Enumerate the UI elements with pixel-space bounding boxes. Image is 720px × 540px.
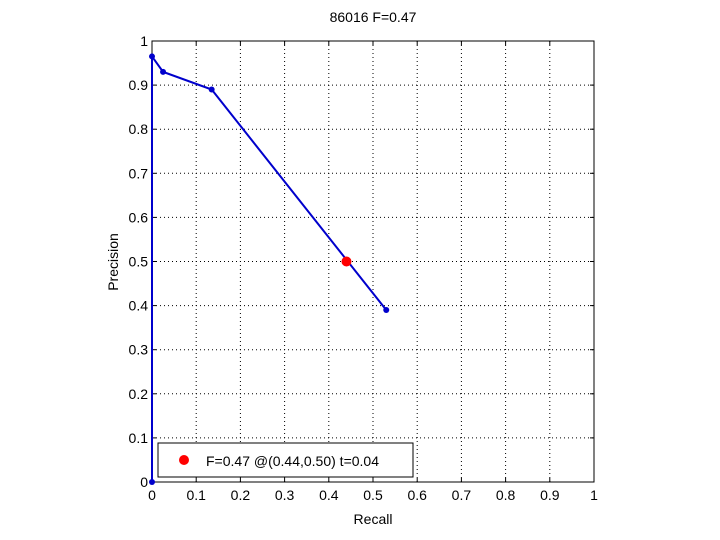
- x-tick-label: 0.8: [496, 487, 516, 503]
- axis-ticks: 0 0.1 0.2 0.3 0.4 0.5 0.6 0.7 0.8 0.9 1 0 0.1 0.2 0.3 0…: [129, 33, 599, 503]
- legend-marker: [179, 455, 189, 465]
- y-tick-label: 0.5: [129, 254, 149, 270]
- chart-title: 86016 F=0.47: [330, 9, 417, 25]
- y-tick-label: 0.1: [129, 430, 149, 446]
- best-point-group: [341, 256, 352, 267]
- series-group: [149, 53, 390, 485]
- x-tick-label: 0.7: [452, 487, 472, 503]
- x-tick-label: 0.4: [319, 487, 339, 503]
- data-point: [149, 479, 155, 485]
- data-point: [383, 307, 390, 314]
- y-tick-label: 1: [140, 33, 148, 49]
- x-tick-label: 0.3: [275, 487, 295, 503]
- x-tick-label: 1: [590, 487, 598, 503]
- y-tick-label: 0.6: [129, 209, 149, 225]
- x-tick-label: 0.6: [407, 487, 427, 503]
- x-tick-label: 0.2: [231, 487, 251, 503]
- y-axis-label: Precision: [105, 233, 121, 291]
- x-tick-label: 0.1: [186, 487, 206, 503]
- data-point: [160, 68, 167, 75]
- y-tick-label: 0.3: [129, 342, 149, 358]
- x-axis-label: Recall: [354, 511, 393, 527]
- y-tick-label: 0.8: [129, 121, 149, 137]
- x-tick-label: 0: [148, 487, 156, 503]
- y-tick-label: 0: [140, 474, 148, 490]
- y-tick-label: 0.4: [129, 298, 149, 314]
- y-tick-label: 0.2: [129, 386, 149, 402]
- data-point: [208, 86, 215, 93]
- x-tick-label: 0.5: [363, 487, 383, 503]
- y-tick-label: 0.7: [129, 165, 149, 181]
- best-f-point: [341, 256, 352, 267]
- data-point: [149, 53, 155, 60]
- legend-box: [157, 442, 414, 478]
- y-tick-label: 0.9: [129, 77, 149, 93]
- legend-entry: F=0.47 @(0.44,0.50) t=0.04: [206, 453, 379, 469]
- x-tick-label: 0.9: [540, 487, 560, 503]
- legend: F=0.47 @(0.44,0.50) t=0.04: [157, 442, 414, 478]
- grid-lines: [152, 41, 594, 482]
